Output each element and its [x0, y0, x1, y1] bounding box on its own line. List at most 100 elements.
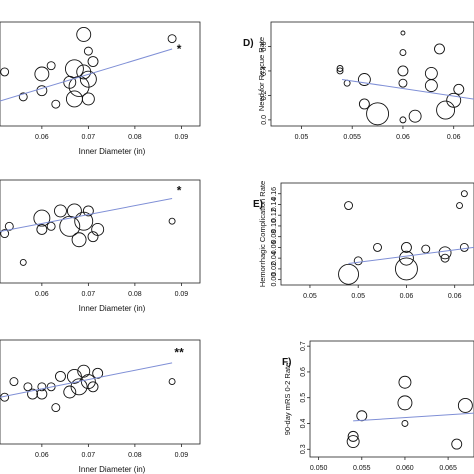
fit-line	[0, 199, 172, 232]
x-tick-label: 0.09	[175, 134, 189, 141]
data-point	[425, 80, 437, 92]
data-point	[398, 396, 412, 410]
data-point	[72, 233, 86, 247]
x-tick-label: 0.06	[35, 291, 49, 298]
data-point	[409, 110, 421, 122]
x-tick-label: 0.06	[35, 134, 49, 141]
x-tick-label: 0.06	[396, 134, 410, 141]
y-tick-label: 0.16	[271, 187, 278, 201]
data-point	[92, 223, 104, 235]
panel-a: 0.06 0.07 0.08 0.09 * Inner Diameter (in)	[0, 22, 200, 156]
data-point	[88, 57, 98, 67]
significance-marker: **	[174, 346, 184, 360]
data-point	[422, 245, 430, 253]
x-axis-label: Inner Diameter (in)	[79, 465, 146, 474]
data-point	[47, 62, 55, 70]
data-point	[398, 66, 408, 76]
data-point	[168, 35, 176, 43]
plot-frame	[0, 340, 200, 444]
significance-marker: *	[177, 42, 182, 56]
y-tick-label: 0.4	[300, 419, 307, 429]
data-point	[401, 31, 405, 35]
x-tick-label: 0.055	[353, 465, 371, 472]
y-tick-label: 0.3	[300, 444, 307, 454]
x-tick-label: 0.09	[175, 291, 189, 298]
data-point	[400, 50, 406, 56]
x-tick-label: 0.07	[82, 134, 96, 141]
data-point	[452, 439, 462, 449]
x-tick-label: 0.055	[343, 134, 361, 141]
x-tick-label: 0.060	[396, 465, 414, 472]
data-point	[77, 27, 91, 41]
x-tick-label: 0.08	[128, 452, 142, 459]
x-axis-label: Inner Diameter (in)	[79, 304, 146, 313]
data-point	[359, 99, 369, 109]
x-tick-label: 0.065	[439, 465, 457, 472]
x-tick-label: 0.05	[303, 293, 317, 300]
y-tick-label: 0.7	[300, 341, 307, 351]
panel-e: 0.05 0.05 0.06 0.060.000.020.040.060.080.10…	[253, 181, 474, 300]
data-point	[395, 258, 417, 280]
data-point	[75, 212, 93, 230]
x-tick-label: 0.06	[447, 134, 461, 141]
data-point	[454, 84, 464, 94]
x-tick-label: 0.08	[128, 291, 142, 298]
fit-line	[0, 363, 172, 397]
y-axis-label: Need for Rescue Rate	[257, 37, 266, 111]
plot-frame	[0, 22, 200, 126]
significance-marker: *	[177, 183, 182, 197]
data-point	[400, 117, 406, 123]
data-point	[1, 68, 9, 76]
y-axis-label: Hemorrhagic Complication Rate	[258, 181, 267, 287]
y-tick-label: 0.5	[300, 393, 307, 403]
data-point	[425, 67, 437, 79]
y-tick-label: 0.6	[300, 367, 307, 377]
data-point	[354, 257, 362, 265]
data-point	[65, 60, 83, 78]
data-point	[367, 103, 389, 125]
data-point	[402, 420, 408, 426]
data-point	[399, 376, 411, 388]
data-point	[434, 44, 444, 54]
data-point	[47, 222, 55, 230]
panel-label: E)	[253, 199, 263, 210]
data-point	[458, 398, 472, 412]
data-point	[52, 100, 60, 108]
data-point	[52, 404, 60, 412]
panel-label: F)	[282, 357, 291, 368]
data-point	[345, 202, 353, 210]
plot-frame	[271, 22, 474, 126]
data-point	[339, 264, 359, 284]
y-tick-label: 0.0	[261, 115, 268, 125]
data-point	[461, 191, 467, 197]
x-axis-label: Inner Diameter (in)	[79, 147, 146, 156]
data-point	[457, 203, 463, 209]
data-point	[437, 101, 455, 119]
x-tick-label: 0.050	[310, 465, 328, 472]
data-point	[439, 247, 451, 259]
panel-b: 0.06 0.07 0.08 0.09 * Inner Diameter (in)	[0, 180, 200, 313]
plot-frame	[0, 180, 200, 283]
x-tick-label: 0.07	[82, 452, 96, 459]
x-tick-label: 0.07	[82, 291, 96, 298]
data-point	[54, 205, 66, 217]
fit-line	[353, 413, 474, 421]
data-point	[374, 243, 382, 251]
data-point	[460, 243, 468, 251]
x-tick-label: 0.09	[175, 452, 189, 459]
x-tick-label: 0.08	[128, 134, 142, 141]
panel-c: 0.06 0.07 0.08 0.09 ** Inner Diameter (in)	[0, 340, 200, 474]
data-point	[64, 386, 76, 398]
x-tick-label: 0.06	[35, 452, 49, 459]
data-point	[357, 411, 367, 421]
plot-frame	[310, 341, 474, 457]
data-point	[399, 79, 407, 87]
data-point	[169, 218, 175, 224]
x-tick-label: 0.05	[351, 293, 365, 300]
x-tick-label: 0.06	[400, 293, 414, 300]
data-point	[35, 67, 49, 81]
data-point	[10, 378, 18, 386]
data-point	[84, 47, 92, 55]
x-tick-label: 0.05	[295, 134, 309, 141]
